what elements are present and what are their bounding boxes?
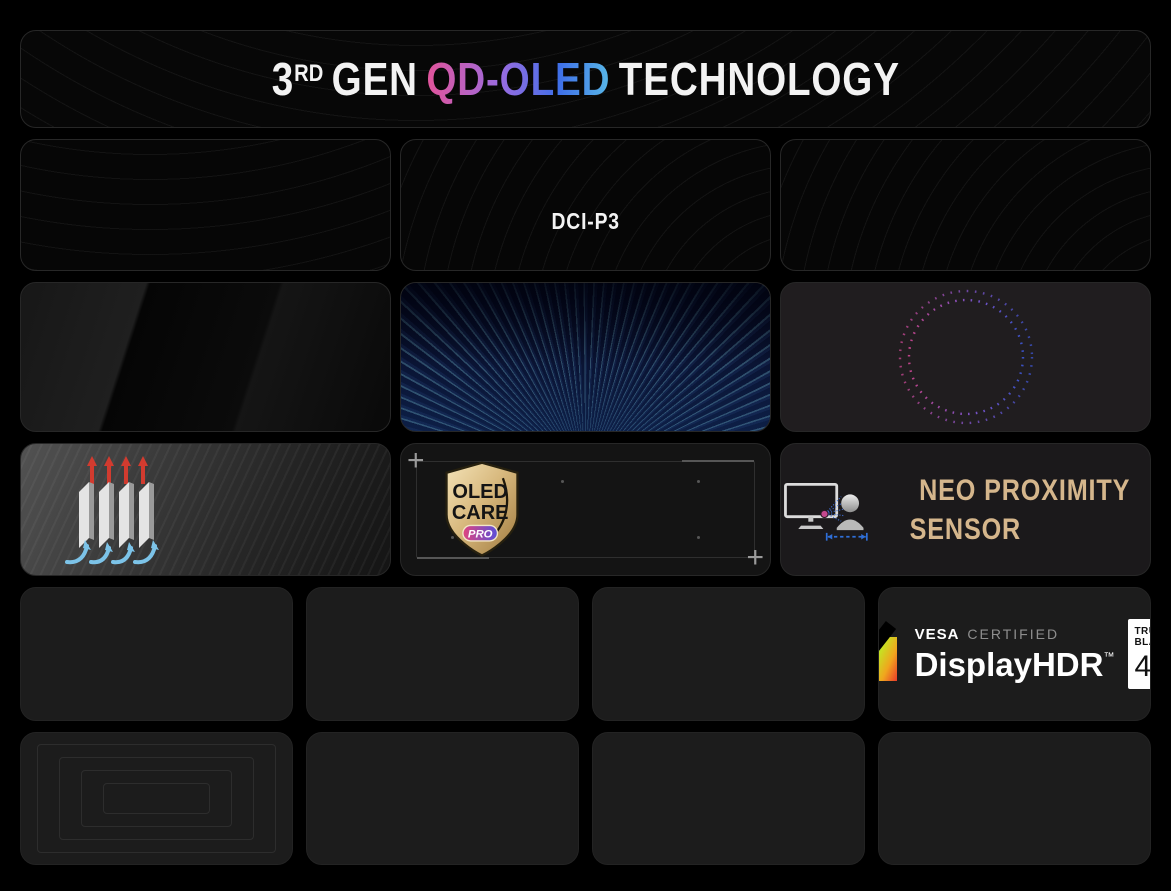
oled-care-pro-badge: OLED CARE PRO — [445, 461, 520, 557]
vesa-checkmark — [879, 620, 896, 651]
concentric-rect-decoration — [37, 744, 276, 853]
trademark-symbol: ™ — [1103, 651, 1115, 663]
displaywidget-line2: CENTER — [378, 799, 507, 840]
response-time-label: response time — [837, 357, 1094, 404]
refresh-rate-value: 240Hz — [471, 320, 701, 394]
tile-displayhdr-certification: VESA CERTIFIED DisplayHDR™ TRUE BLACK 40… — [878, 587, 1151, 721]
tile-extreme-low-motion-blur: EXTREME LOW MOTION BLUR INCREDIBLE MOTIO… — [780, 139, 1151, 271]
tile-response-time: 0.03 ms response time — [780, 282, 1151, 432]
aspect-ratio-line1: ASPECT RATIO — [612, 614, 845, 655]
adjustable-hdr-label: ADJUSTABLE HDR — [21, 634, 292, 675]
dcip3-headline: 99% — [556, 174, 615, 208]
tile-true-10bit-color: TRUE 10 BIT COLOR — [20, 139, 391, 271]
dot-decoration — [451, 536, 454, 539]
proximity-sensor-icon — [784, 482, 868, 541]
frame-decoration — [416, 461, 755, 558]
proximity-label: NEO PROXIMITY SENSOR — [909, 473, 1130, 546]
tile-neo-proximity-sensor: NEO PROXIMITY SENSOR — [780, 443, 1151, 576]
concentric-rect-decoration — [81, 770, 232, 827]
feature-row-5: UNIFORM BRIGHTNESS DISPLAYWIDGET CENTER … — [20, 732, 1151, 865]
concentric-rect-decoration — [59, 757, 254, 840]
svg-text:PRO: PRO — [468, 528, 493, 540]
vesa-rainbow-check-icon — [879, 620, 901, 683]
feature-row-2: 27-INCH 4K 240Hz 0.03 ms response time — [20, 282, 1151, 432]
title-3: 3 — [271, 53, 294, 105]
true-subline: 10 BIT COLOR — [120, 207, 290, 236]
response-time-value: 0.03 ms — [896, 310, 1035, 357]
vesa-brand: VESA — [914, 626, 960, 643]
tile-dci-p3: 99% DCI-P3 — [400, 139, 771, 271]
feature-row-4: ADJUSTABLE HDR DELTA E < 2 ASPECT RATIO … — [20, 587, 1151, 721]
warranty-line1: 3-YEAR — [670, 758, 786, 799]
title-technology: TECHNOLOGY — [618, 53, 900, 105]
tile-delta-e: DELTA E < 2 — [306, 587, 579, 721]
aspect-ratio-line2: CONTROL — [651, 654, 806, 695]
tile-uniform-brightness: UNIFORM BRIGHTNESS — [20, 732, 293, 865]
plus-mark-top-left: + — [407, 444, 425, 477]
dcip3-subline: DCI-P3 — [551, 208, 620, 235]
tile-displaywidget-center: DISPLAYWIDGET CENTER — [306, 732, 579, 865]
tile-custom-heatsink: CUSTOM HEATSINK — [20, 443, 391, 576]
true-black-line2: BLACK — [1134, 637, 1150, 648]
tile-27-inch-4k: 27-INCH 4K — [20, 282, 391, 432]
oled-care-label: ASUS OLED CARE PRO — [548, 471, 732, 549]
dot-decoration — [697, 480, 700, 483]
delta-e-label: DELTA E < 2 — [350, 634, 535, 675]
displaywidget-line1: DISPLAYWIDGET — [312, 758, 572, 799]
elmb-headline: EXTREME LOW MOTION BLUR — [792, 157, 1138, 224]
title-qd-oled: QD-OLED — [426, 53, 611, 105]
uniform-brightness-line2: BRIGHTNESS — [53, 799, 260, 840]
tile-asus-oled-care-pro: + + OLED CARE — [400, 443, 771, 576]
feature-row-3: CUSTOM HEATSINK + + — [20, 443, 1151, 576]
vesa-displayhdr-logo: VESA CERTIFIED DisplayHDR™ TRUE BLACK 40… — [879, 619, 1151, 689]
svg-text:OLED: OLED — [453, 481, 509, 503]
true-black-value: 400 — [1134, 650, 1151, 683]
vesa-rainbow-square — [879, 637, 897, 681]
vesa-certified-label: CERTIFIED — [967, 626, 1060, 642]
tile-adjustable-hdr: ADJUSTABLE HDR — [20, 587, 293, 721]
tile-aspect-ratio-control: ASPECT RATIO CONTROL — [592, 587, 865, 721]
concentric-rect-decoration — [103, 783, 210, 814]
plus-mark-bottom-right: + — [746, 541, 764, 574]
size-line: 27-INCH — [142, 309, 270, 345]
svg-text:CARE: CARE — [452, 502, 509, 524]
line-segment-top-right — [682, 460, 754, 462]
warranty-line2: WARRANTY — [638, 799, 819, 840]
heatsink-icon — [64, 455, 159, 564]
vesa-text-block: VESA CERTIFIED DisplayHDR™ — [915, 627, 1115, 681]
displayhdr-wordmark: DisplayHDR — [914, 646, 1104, 683]
title-rd-superscript: RD — [293, 60, 323, 87]
tile-gaming-ai-technology: Gaming A.I.technology — [878, 732, 1151, 865]
tile-3-year-warranty: 3-YEAR WARRANTY — [592, 732, 865, 865]
feature-row-1: TRUE 10 BIT COLOR 99% DCI-P3 EXTREME LOW… — [20, 139, 1151, 271]
header-banner: 3RD GEN QD-OLED TECHNOLOGY — [20, 30, 1151, 128]
tile-240hz: 240Hz — [400, 282, 771, 432]
heatsink-label: CUSTOM HEATSINK — [209, 471, 368, 549]
uniform-brightness-line1: UNIFORM — [83, 758, 230, 799]
elmb-subline: INCREDIBLE MOTION CLARITY — [781, 224, 1150, 253]
gaming-ai-line2: A.I.technology — [924, 799, 1105, 840]
dotted-circle-decoration — [898, 289, 1033, 425]
resolution-line: 4K — [166, 345, 244, 406]
title-gen: GEN — [331, 53, 418, 105]
line-segment-bottom-left — [417, 557, 489, 559]
dot-decoration — [561, 480, 564, 483]
dot-decoration — [697, 536, 700, 539]
true-black-400-badge: TRUE BLACK 400 — [1128, 619, 1151, 689]
true-headline: TRUE — [165, 174, 245, 208]
true-black-line1: TRUE — [1134, 626, 1150, 637]
gaming-ai-line1: Gaming — [956, 758, 1074, 799]
page-title: 3RD GEN QD-OLED TECHNOLOGY — [212, 56, 960, 102]
